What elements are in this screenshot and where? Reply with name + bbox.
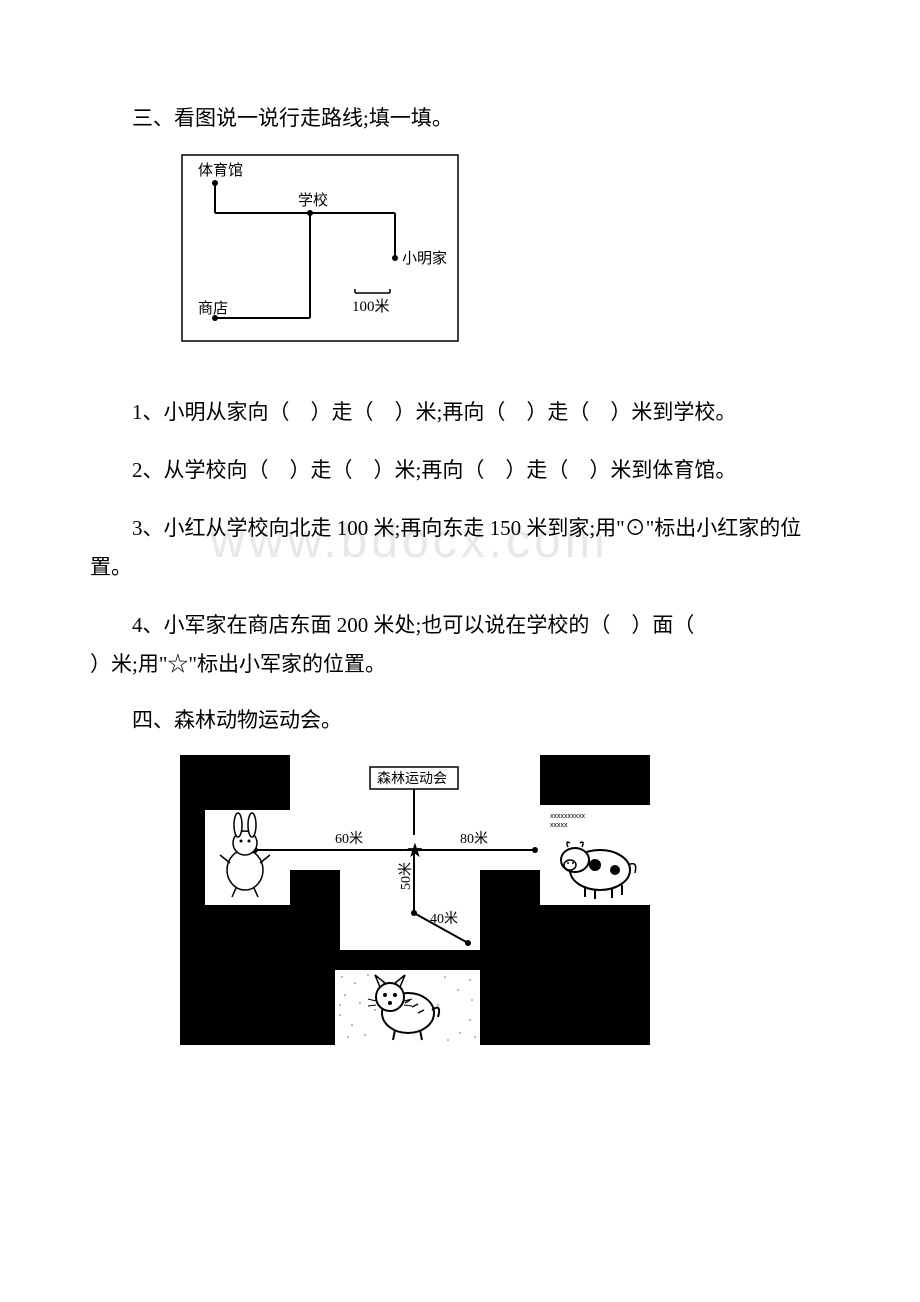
bottom-animal-icon bbox=[335, 970, 480, 1045]
label-50m: 50米 bbox=[398, 862, 414, 890]
question-4-line2: ）米;用"☆"标出小军家的位置。 bbox=[90, 646, 830, 684]
diagram1-container: 体育馆 学校 小明家 商店 100米 bbox=[180, 153, 830, 343]
diagram2-container: 森林运动会 ★ 60米 80米 50米 40米 bbox=[180, 755, 830, 1045]
label-60m: 60米 bbox=[335, 831, 363, 847]
question-4-line1: 4、小军家在商店东面 200 米处;也可以说在学校的（ ）面（ bbox=[90, 606, 830, 646]
label-forest-title: 森林运动会 bbox=[377, 771, 447, 787]
question-1: 1、小明从家向（ ）走（ ）米;再向（ ）走（ ）米到学校。 bbox=[90, 393, 830, 433]
svg-text:xxxxx: xxxxx bbox=[550, 822, 568, 829]
label-xiaoming: 小明家 bbox=[402, 250, 447, 267]
section3-title: 三、看图说一说行走路线;填一填。 bbox=[90, 100, 830, 138]
label-school: 学校 bbox=[298, 192, 328, 209]
label-scale: 100米 bbox=[352, 298, 390, 315]
diagram2-svg: 森林运动会 ★ 60米 80米 50米 40米 bbox=[180, 755, 650, 1045]
section4-title: 四、森林动物运动会。 bbox=[90, 702, 830, 740]
question-2: 2、从学校向（ ）走（ ）米;再向（ ）走（ ）米到体育馆。 bbox=[90, 451, 830, 491]
diagram1-svg: 体育馆 学校 小明家 商店 100米 bbox=[180, 153, 460, 343]
question-3: 3、小红从学校向北走 100 米;再向东走 150 米到家;用"⊙"标出小红家的… bbox=[90, 509, 830, 589]
label-shop: 商店 bbox=[198, 300, 228, 317]
svg-text:xxxxxxxxxx: xxxxxxxxxx bbox=[550, 813, 586, 820]
label-40m: 40米 bbox=[430, 911, 458, 927]
label-80m: 80米 bbox=[460, 831, 488, 847]
label-gym: 体育馆 bbox=[198, 162, 243, 179]
